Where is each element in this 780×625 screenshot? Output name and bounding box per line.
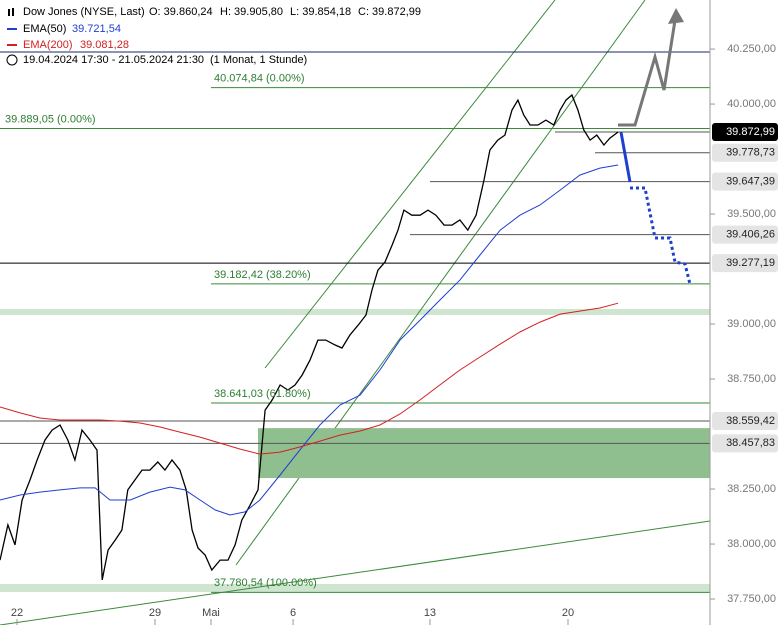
y-tick-label: 39.000,00 xyxy=(727,318,776,330)
projection-down xyxy=(619,131,632,183)
demand-zone xyxy=(258,428,710,479)
x-tick-label: 20 xyxy=(562,607,574,619)
clock-icon xyxy=(6,54,18,66)
y-tick-label: 40.250,00 xyxy=(727,43,776,55)
x-tick-label: Mai xyxy=(202,607,220,619)
x-tick-label: 13 xyxy=(424,607,436,619)
price-label: 38.559,42 xyxy=(726,415,775,427)
price-box xyxy=(712,143,778,162)
fib-label: 40.074,84 (0.00%) xyxy=(214,72,305,84)
axis-panel xyxy=(710,0,780,625)
date-range: 19.04.2024 17:30 - 21.05.2024 21:30 xyxy=(23,54,204,66)
arrow-head xyxy=(668,8,684,24)
y-tick-label: 40.000,00 xyxy=(727,98,776,110)
y-tick-label: 37.750,00 xyxy=(727,593,776,605)
fib-label: 37.780,54 (100.00%) xyxy=(214,577,317,589)
legend-entry: EMA(50) xyxy=(23,23,66,35)
price-box xyxy=(712,434,778,453)
support-band xyxy=(0,584,710,592)
price-box xyxy=(712,225,778,244)
ohlc: H: 39.905,80 xyxy=(220,6,283,18)
price-label: 39.277,19 xyxy=(726,257,775,269)
projection-up xyxy=(618,13,678,127)
y-tick-label: 38.250,00 xyxy=(727,483,776,495)
price-label: 38.457,83 xyxy=(726,437,775,449)
icon xyxy=(8,9,10,16)
price-box xyxy=(712,122,778,141)
x-tick-label: 6 xyxy=(290,607,296,619)
legend: Dow Jones (NYSE, Last) O: 39.860,24 H: 3… xyxy=(6,6,421,66)
price-box xyxy=(712,411,778,430)
ohlc: L: 39.854,18 xyxy=(290,6,351,18)
ohlc: C: 39.872,99 xyxy=(358,6,421,18)
price-label: 39.778,73 xyxy=(726,147,775,159)
price-label: 39.872,99 xyxy=(726,126,775,138)
legend-value: 39.081,28 xyxy=(80,39,129,51)
trend-line xyxy=(0,520,711,625)
channel-line xyxy=(264,0,556,369)
legend-entry: EMA(200) xyxy=(23,39,73,51)
ema-line xyxy=(0,302,619,455)
fib-label: 39.182,42 (38.20%) xyxy=(214,269,311,281)
x-tick-label: 29 xyxy=(149,607,161,619)
period: (1 Monat, 1 Stunde) xyxy=(210,54,307,66)
y-tick-label: 38.750,00 xyxy=(727,373,776,385)
y-tick-label: 38.000,00 xyxy=(727,538,776,550)
ema-line xyxy=(0,164,619,516)
support-band xyxy=(0,309,710,315)
fib-label: 38.641,03 (61.80%) xyxy=(214,388,311,400)
y-tick-label: 39.500,00 xyxy=(727,208,776,220)
price-box xyxy=(712,172,778,191)
ohlc: O: 39.860,24 xyxy=(149,6,213,18)
price-label: 39.406,26 xyxy=(726,229,775,241)
fib-label: 39.889,05 (0.00%) xyxy=(5,113,96,125)
legend-title: Dow Jones (NYSE, Last) xyxy=(23,6,145,18)
legend-value: 39.721,54 xyxy=(72,23,121,35)
price-label: 39.647,39 xyxy=(726,176,775,188)
icon xyxy=(12,8,14,16)
projection xyxy=(618,8,692,285)
x-tick-label: 22 xyxy=(11,607,23,619)
price-line xyxy=(0,93,619,581)
price-box xyxy=(712,254,778,273)
projection-down xyxy=(630,186,692,285)
